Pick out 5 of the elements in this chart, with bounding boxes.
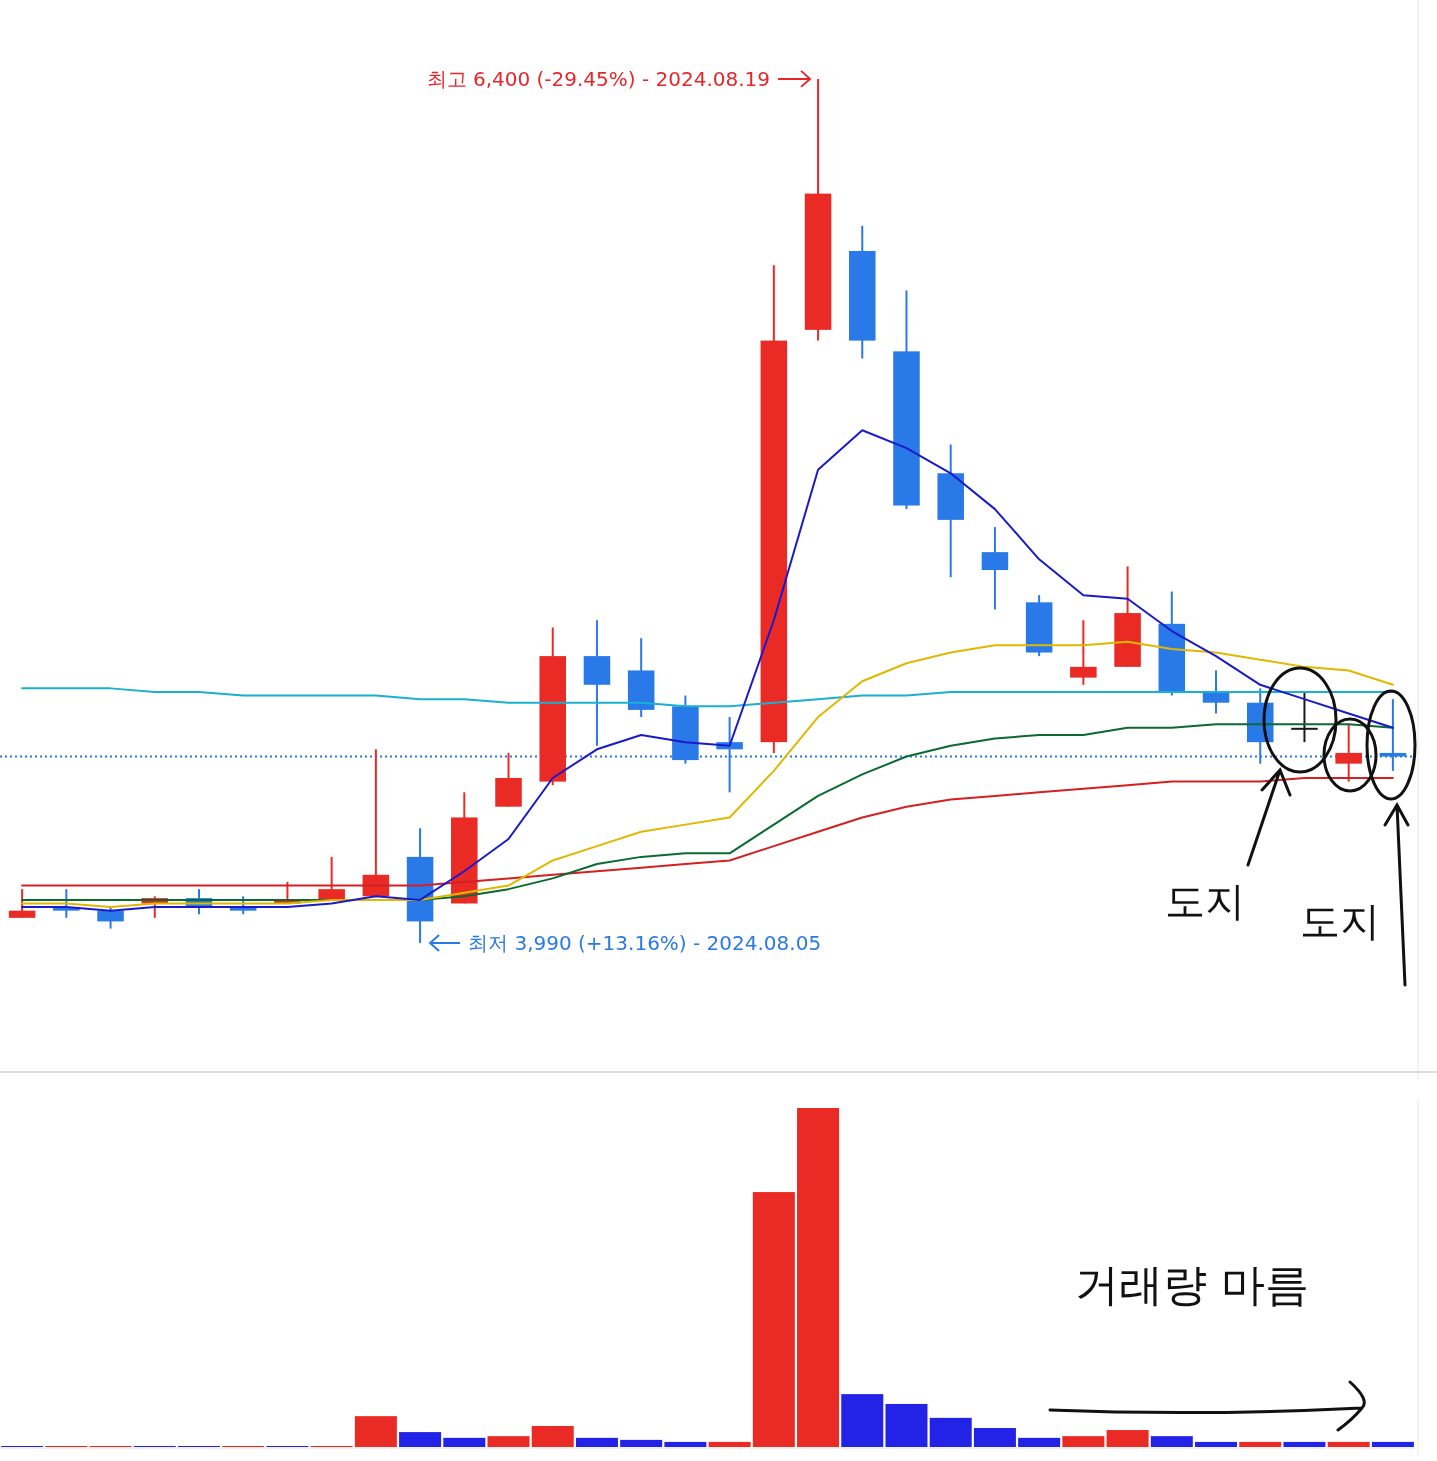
annotation: 최저 3,990 (+13.16%) - 2024.08.05 — [468, 930, 822, 955]
annotation: 최고 6,400 (-29.45%) - 2024.08.19 — [426, 66, 771, 91]
annotation: 거래량 마름 — [1075, 1259, 1309, 1310]
annotation: 도지 — [1165, 878, 1245, 924]
annotation: 도지 — [1300, 898, 1380, 944]
